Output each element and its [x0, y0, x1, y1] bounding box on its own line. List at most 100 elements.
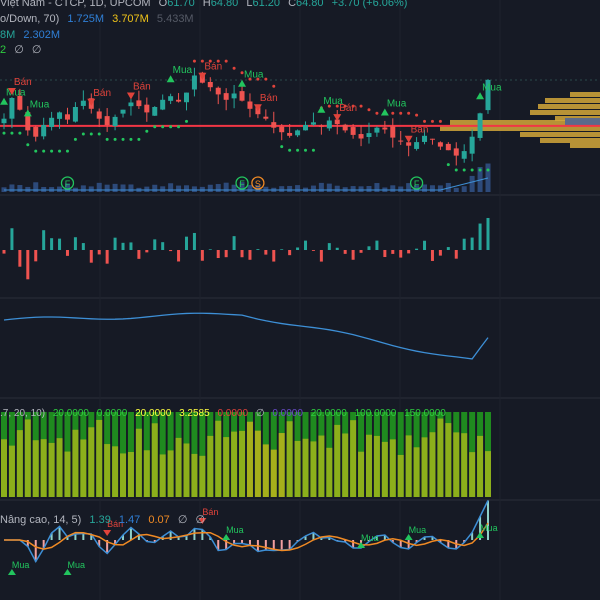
oscillator-bar — [34, 540, 37, 562]
histogram-bar — [208, 249, 212, 250]
ribbon-fill — [413, 447, 420, 497]
oscillator-bar — [248, 540, 251, 545]
trailing-stop-dot — [248, 77, 252, 81]
ribbon-fill — [405, 435, 412, 497]
sell-signal-icon — [404, 135, 413, 143]
histogram-bar — [304, 240, 308, 250]
oscillator-value: ∅ — [177, 514, 188, 526]
volume-legend[interactable]: o/Down, 70) 1.725M 3.707M 5.433M — [0, 13, 199, 25]
histogram-bar — [430, 250, 434, 261]
volume-bar — [57, 186, 63, 192]
ribbon-value: 0.0000 — [217, 408, 249, 419]
histogram-bar — [232, 236, 236, 250]
candle-body — [112, 116, 118, 127]
indicator-value: 2 — [0, 44, 7, 56]
candle-body — [271, 122, 277, 128]
histogram-bar — [192, 232, 196, 250]
volume-bar — [263, 186, 269, 192]
trailing-stop-dot — [200, 59, 204, 63]
oscillator-bar — [122, 535, 125, 540]
trailing-stop-dot — [470, 168, 474, 172]
indicator-value: 8M — [0, 29, 16, 41]
sell-signal-label: Bán — [133, 82, 151, 93]
candle-body — [25, 112, 31, 131]
oscillator-bar — [463, 540, 466, 543]
osc-buy-signal-icon — [357, 542, 366, 548]
ribbon-fill — [358, 451, 365, 497]
histogram-bar — [280, 249, 284, 250]
volume-profile-bar — [545, 98, 600, 103]
candle-body — [469, 136, 475, 154]
ribbon-fill — [72, 429, 79, 497]
oscillator-value: ∅ — [195, 514, 206, 526]
sell-signal-label: Bán — [260, 93, 278, 104]
candle-body — [144, 104, 150, 113]
ribbon-fill — [167, 450, 174, 497]
volume-profile-bar — [450, 120, 600, 125]
buy-signal-label: Mua — [6, 88, 26, 99]
oscillator-bar — [106, 540, 109, 554]
candle-body — [9, 98, 15, 119]
high-value: 64.80 — [210, 0, 239, 9]
ribbon-fill — [445, 423, 452, 497]
candle-body — [287, 132, 293, 136]
histogram-bar — [319, 250, 323, 262]
ribbon-fill — [8, 445, 15, 497]
ribbon-fill — [437, 418, 444, 497]
volume-bar — [152, 184, 158, 192]
histogram-bar — [105, 250, 109, 264]
trailing-stop-dot — [10, 131, 14, 135]
candle-body — [96, 111, 102, 119]
candle-body — [303, 125, 309, 131]
histogram-bar — [97, 250, 101, 255]
volume-bar — [25, 186, 31, 192]
candle-body — [429, 138, 435, 140]
sell-signal-label: Bán — [14, 77, 32, 88]
volume-bar — [112, 183, 118, 192]
ribbon-fill — [56, 438, 63, 497]
histogram-bar — [10, 228, 14, 250]
symbol-info: Việt Nam - CTCP, 1D, UPCOM — [0, 0, 151, 9]
volume-bar — [120, 184, 126, 192]
trailing-stop-dot — [272, 84, 276, 88]
volume-bar — [207, 184, 213, 192]
buy-signal-label: Mua — [323, 96, 343, 107]
trailing-stop-dot — [137, 137, 141, 141]
volume-bar — [144, 186, 150, 192]
volume-ma-line — [4, 177, 489, 191]
histogram-bar — [2, 250, 6, 254]
oscillator-value: 1.39 — [89, 514, 111, 526]
oscillator-legend[interactable]: Nâng cao, 14, 5) 1.39 1.47 0.07 ∅ ∅ — [0, 513, 210, 526]
symbol-legend: Việt Nam - CTCP, 1D, UPCOM O61.70 H64.80… — [0, 0, 412, 9]
trailing-stop-dot — [415, 113, 419, 117]
volume-bar — [247, 184, 253, 192]
histogram-bar — [327, 243, 331, 250]
indicator-legend-2[interactable]: 8M 2.302M — [0, 29, 65, 41]
ribbon-fill — [246, 421, 253, 497]
indicator-line — [3, 312, 489, 360]
volume-bar — [366, 185, 372, 192]
volume-bar — [104, 184, 110, 192]
volume-bar — [231, 184, 237, 192]
volume-bar — [168, 183, 174, 192]
ribbon-fill — [453, 432, 460, 497]
trailing-stop-dot — [161, 125, 165, 129]
ribbon-fill — [239, 430, 246, 497]
trailing-stop-dot — [50, 149, 54, 153]
buy-signal-label: Mua — [482, 82, 502, 93]
trailing-stop-dot — [81, 132, 85, 136]
indicator-legend-3[interactable]: 2 ∅ ∅ — [0, 43, 46, 56]
ribbon-legend[interactable]: .7, 20, 10) 20.0000 0.0000 20.0000 3.258… — [0, 408, 451, 419]
osc-buy-label: Mua — [12, 560, 30, 570]
ribbon-fill — [381, 441, 388, 497]
trailing-stop-dot — [34, 149, 38, 153]
ribbon-value: 20.0000 — [52, 408, 89, 419]
trailing-stop-dot — [391, 111, 395, 115]
oscillator-bar — [439, 540, 442, 543]
volume-bar — [437, 185, 443, 192]
osc-buy-label: Mua — [67, 560, 85, 570]
buy-signal-icon — [380, 108, 389, 116]
volume-legend-value: 5.433M — [156, 13, 194, 25]
ribbon-fill — [88, 427, 95, 497]
